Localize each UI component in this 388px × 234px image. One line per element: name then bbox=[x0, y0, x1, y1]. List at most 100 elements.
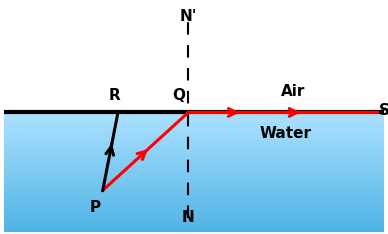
Bar bbox=[4, 164, 384, 165]
Bar bbox=[4, 155, 384, 157]
Bar bbox=[4, 215, 384, 216]
Bar bbox=[4, 113, 384, 115]
Bar bbox=[4, 132, 384, 133]
Bar bbox=[4, 148, 384, 149]
Bar bbox=[4, 212, 384, 214]
Bar bbox=[4, 217, 384, 219]
Bar bbox=[4, 183, 384, 184]
Bar bbox=[4, 209, 384, 210]
Bar bbox=[4, 184, 384, 185]
Bar bbox=[4, 115, 384, 116]
Bar bbox=[4, 160, 384, 161]
Text: Water: Water bbox=[259, 126, 311, 141]
Bar bbox=[4, 154, 384, 155]
Bar bbox=[4, 167, 384, 168]
Bar bbox=[4, 210, 384, 211]
Bar bbox=[4, 128, 384, 129]
Bar bbox=[4, 125, 384, 127]
Bar bbox=[4, 211, 384, 212]
Bar bbox=[4, 207, 384, 208]
Bar bbox=[4, 129, 384, 130]
Bar bbox=[4, 172, 384, 173]
Bar bbox=[4, 161, 384, 162]
Bar bbox=[4, 117, 384, 118]
Text: Air: Air bbox=[281, 84, 305, 99]
Bar bbox=[4, 182, 384, 183]
Bar bbox=[4, 170, 384, 171]
Bar bbox=[4, 197, 384, 198]
Bar bbox=[4, 186, 384, 187]
Bar bbox=[4, 194, 384, 195]
Bar bbox=[4, 196, 384, 197]
Bar bbox=[4, 174, 384, 176]
Bar bbox=[4, 227, 384, 228]
Bar bbox=[4, 123, 384, 124]
Bar bbox=[4, 177, 384, 178]
Bar bbox=[4, 152, 384, 153]
Text: S: S bbox=[378, 103, 388, 118]
Bar bbox=[4, 221, 384, 222]
Bar bbox=[4, 180, 384, 182]
Bar bbox=[4, 141, 384, 142]
Bar bbox=[4, 166, 384, 167]
Bar bbox=[4, 2, 384, 112]
Bar bbox=[4, 124, 384, 125]
Bar bbox=[4, 159, 384, 160]
Bar bbox=[4, 195, 384, 196]
Bar bbox=[4, 204, 384, 205]
Bar bbox=[4, 158, 384, 159]
Bar bbox=[4, 198, 384, 199]
Bar bbox=[4, 140, 384, 141]
Bar bbox=[4, 149, 384, 150]
Bar bbox=[4, 228, 384, 229]
Bar bbox=[4, 178, 384, 179]
Bar bbox=[4, 165, 384, 166]
Bar bbox=[4, 190, 384, 191]
Bar bbox=[4, 191, 384, 192]
Bar bbox=[4, 224, 384, 226]
Text: N: N bbox=[182, 210, 195, 225]
Bar bbox=[4, 121, 384, 122]
Bar bbox=[4, 153, 384, 154]
Bar bbox=[4, 143, 384, 145]
Bar bbox=[4, 189, 384, 190]
Bar bbox=[4, 116, 384, 117]
Bar bbox=[4, 130, 384, 132]
Bar bbox=[4, 201, 384, 202]
Bar bbox=[4, 187, 384, 189]
Bar bbox=[4, 147, 384, 148]
Bar bbox=[4, 142, 384, 143]
Bar bbox=[4, 145, 384, 146]
Bar bbox=[4, 185, 384, 186]
Bar bbox=[4, 120, 384, 121]
Bar bbox=[4, 230, 384, 232]
Text: P: P bbox=[90, 200, 101, 215]
Bar bbox=[4, 199, 384, 201]
Bar bbox=[4, 157, 384, 158]
Text: Q: Q bbox=[172, 88, 185, 103]
Bar bbox=[4, 122, 384, 123]
Bar bbox=[4, 179, 384, 180]
Bar bbox=[4, 220, 384, 221]
Bar bbox=[4, 136, 384, 137]
Text: N': N' bbox=[180, 9, 197, 24]
Bar bbox=[4, 146, 384, 147]
Bar bbox=[4, 150, 384, 152]
Bar bbox=[4, 222, 384, 223]
Bar bbox=[4, 203, 384, 204]
Bar bbox=[4, 226, 384, 227]
Bar bbox=[4, 214, 384, 215]
Bar bbox=[4, 173, 384, 174]
Text: R: R bbox=[108, 88, 120, 103]
Bar bbox=[4, 139, 384, 140]
Bar bbox=[4, 192, 384, 194]
Bar bbox=[4, 168, 384, 170]
Bar bbox=[4, 208, 384, 209]
Bar bbox=[4, 223, 384, 224]
Bar bbox=[4, 118, 384, 120]
Bar bbox=[4, 176, 384, 177]
Bar bbox=[4, 205, 384, 207]
Bar bbox=[4, 202, 384, 203]
Bar bbox=[4, 133, 384, 134]
Bar bbox=[4, 134, 384, 135]
